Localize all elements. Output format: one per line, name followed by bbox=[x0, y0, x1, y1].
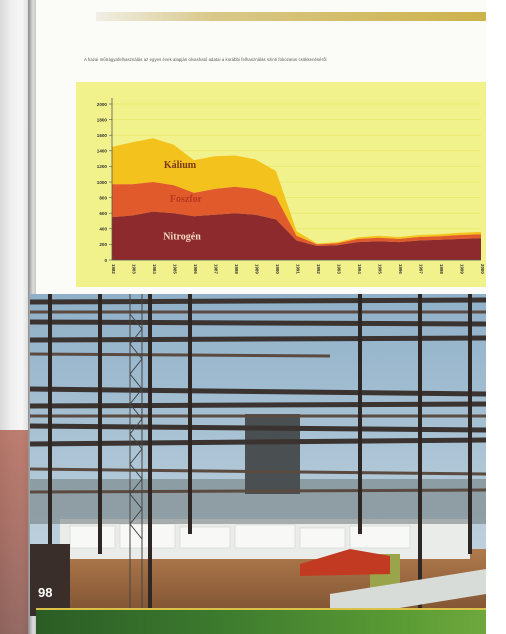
y-tick-label: 200 bbox=[99, 242, 107, 247]
x-tick-label: 1989 bbox=[255, 264, 260, 274]
footer-bar bbox=[36, 610, 486, 634]
x-tick-label: 1984 bbox=[152, 264, 157, 274]
header-decorative-bar bbox=[96, 12, 486, 21]
x-tick-label: 1987 bbox=[214, 264, 219, 274]
y-tick-label: 1600 bbox=[97, 133, 108, 138]
x-tick-label: 1990 bbox=[275, 264, 280, 274]
area-series-kálium bbox=[112, 138, 481, 245]
factory-photo bbox=[30, 294, 486, 616]
footer-accent-line bbox=[36, 608, 486, 611]
area-series-nitrogén bbox=[112, 211, 481, 260]
x-tick-label: 2000 bbox=[480, 264, 485, 274]
y-tick-label: 600 bbox=[99, 211, 107, 216]
series-label: Kálium bbox=[164, 160, 197, 171]
series-label: Foszfor bbox=[170, 194, 203, 205]
x-tick-label: 1993 bbox=[337, 264, 342, 274]
page-margin bbox=[486, 0, 506, 634]
y-tick-label: 1400 bbox=[97, 149, 108, 154]
y-tick-label: 1000 bbox=[97, 180, 108, 185]
x-tick-label: 1991 bbox=[296, 264, 301, 274]
y-tick-label: 0 bbox=[104, 258, 107, 263]
x-tick-label: 1988 bbox=[234, 264, 239, 274]
x-tick-label: 1995 bbox=[378, 264, 383, 274]
y-tick-label: 800 bbox=[99, 195, 107, 200]
chart-caption: A hazai műtrágyafelhasználás az egyes év… bbox=[84, 57, 327, 62]
x-tick-label: 1996 bbox=[398, 264, 403, 274]
y-tick-label: 2000 bbox=[97, 102, 108, 107]
x-tick-label: 1983 bbox=[132, 264, 137, 274]
x-tick-label: 1985 bbox=[173, 264, 178, 274]
page-number: 98 bbox=[38, 585, 53, 600]
x-tick-label: 1999 bbox=[460, 264, 465, 274]
x-tick-label: 1982 bbox=[111, 264, 116, 274]
y-tick-label: 1800 bbox=[97, 117, 108, 122]
x-tick-label: 1998 bbox=[439, 264, 444, 274]
series-label: Nitrogén bbox=[163, 232, 201, 243]
fertilizer-usage-chart: Nitrogén Foszfor Kálium 0 200 400 600 800 1000 12… bbox=[97, 98, 485, 274]
x-tick-label: 1994 bbox=[357, 264, 362, 274]
area-series-foszfor bbox=[112, 182, 481, 246]
x-tick-label: 1997 bbox=[419, 264, 424, 274]
y-tick-label: 400 bbox=[99, 227, 107, 232]
y-tick-label: 1200 bbox=[97, 164, 108, 169]
x-tick-label: 1992 bbox=[316, 264, 321, 274]
x-tick-label: 1986 bbox=[193, 264, 198, 274]
